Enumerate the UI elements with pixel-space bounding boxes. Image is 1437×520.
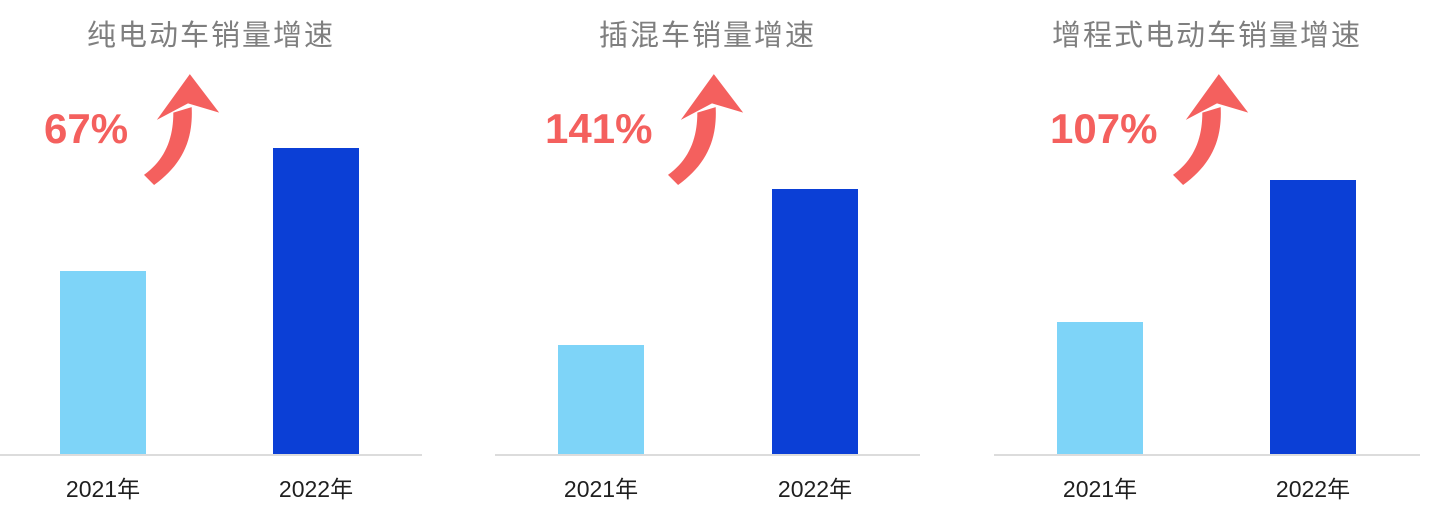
- x-axis-label-2021: 2021年: [563, 476, 639, 502]
- x-axis-line: [495, 454, 920, 456]
- chart-title: 增程式电动车销量增速: [1051, 20, 1362, 52]
- x-axis-label-2022: 2022年: [777, 476, 853, 502]
- x-axis-line: [0, 454, 422, 456]
- chart-title: 纯电动车销量增速: [86, 20, 335, 52]
- bar-2021: [60, 271, 146, 455]
- growth-percentage: 67%: [44, 105, 129, 152]
- bar-2021: [1057, 322, 1143, 455]
- growth-up-arrow-icon: [1173, 74, 1249, 185]
- growth-up-arrow-icon: [668, 74, 744, 185]
- x-axis-label-2021: 2021年: [65, 476, 141, 502]
- chart-bev-sales-growth: 纯电动车销量增速 67% 2021年 2022年: [0, 0, 422, 520]
- bar-2022: [772, 189, 858, 455]
- growth-percentage: 107%: [1050, 105, 1158, 152]
- growth-annotation: 67%: [44, 72, 221, 188]
- growth-up-arrow-icon: [144, 74, 220, 185]
- bar-2021: [558, 345, 644, 455]
- chart-phev-sales-growth: 插混车销量增速 141% 2021年 2022年: [495, 0, 920, 520]
- x-axis-label-2021: 2021年: [1062, 476, 1138, 502]
- bar-2022: [273, 148, 359, 455]
- x-axis-label-2022: 2022年: [278, 476, 354, 502]
- chart-erev-sales-growth: 增程式电动车销量增速 107% 2021年 2022年: [994, 0, 1420, 520]
- bar-2022: [1270, 180, 1356, 455]
- chart-title: 插混车销量增速: [598, 20, 816, 52]
- growth-annotation: 141%: [545, 72, 745, 188]
- x-axis-line: [994, 454, 1420, 456]
- growth-annotation: 107%: [1050, 72, 1250, 188]
- x-axis-label-2022: 2022年: [1275, 476, 1351, 502]
- growth-percentage: 141%: [545, 105, 653, 152]
